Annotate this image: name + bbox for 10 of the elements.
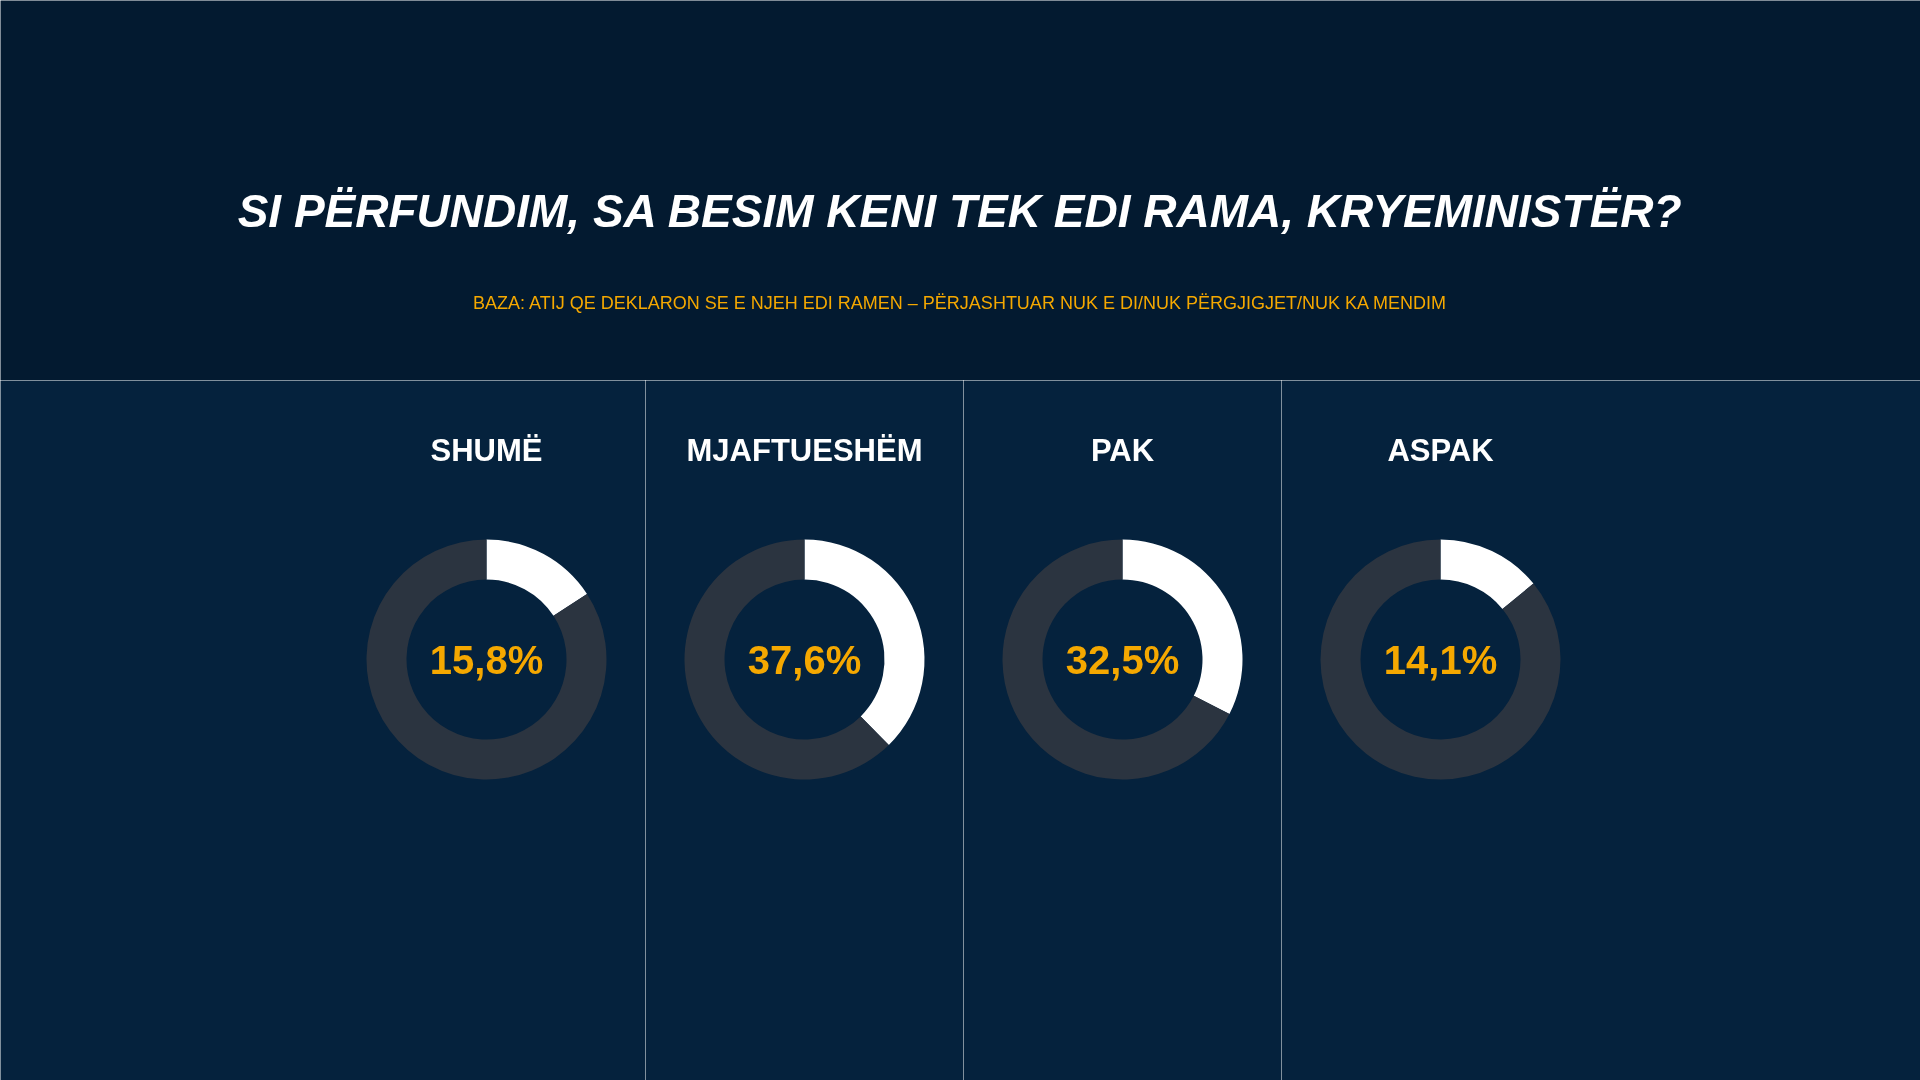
data-label: 37,6% (747, 637, 862, 682)
text: BAZA: ATIJ QE DEKLARON SE E NJEH EDI RAMEN – PËRJASHTUAR NUK E DI/NUK PËRGJIGJET/NUK KA MENDIM (473, 292, 1446, 313)
data-label: 32,5% (1065, 637, 1180, 682)
chart-title: MJAFTUESHËM (686, 433, 923, 468)
data-label: 14,1% (1383, 637, 1498, 682)
chart-title: ASPAK (1387, 433, 1495, 468)
chart-title: SHUMË (430, 433, 543, 468)
data-label: 15,8% (429, 637, 544, 682)
text: SI PËRFUNDIM, SA BESIM KENI TEK EDI RAMA, KRYEMINISTËR? (237, 184, 1682, 237)
chart-title: PAK (1090, 433, 1155, 468)
